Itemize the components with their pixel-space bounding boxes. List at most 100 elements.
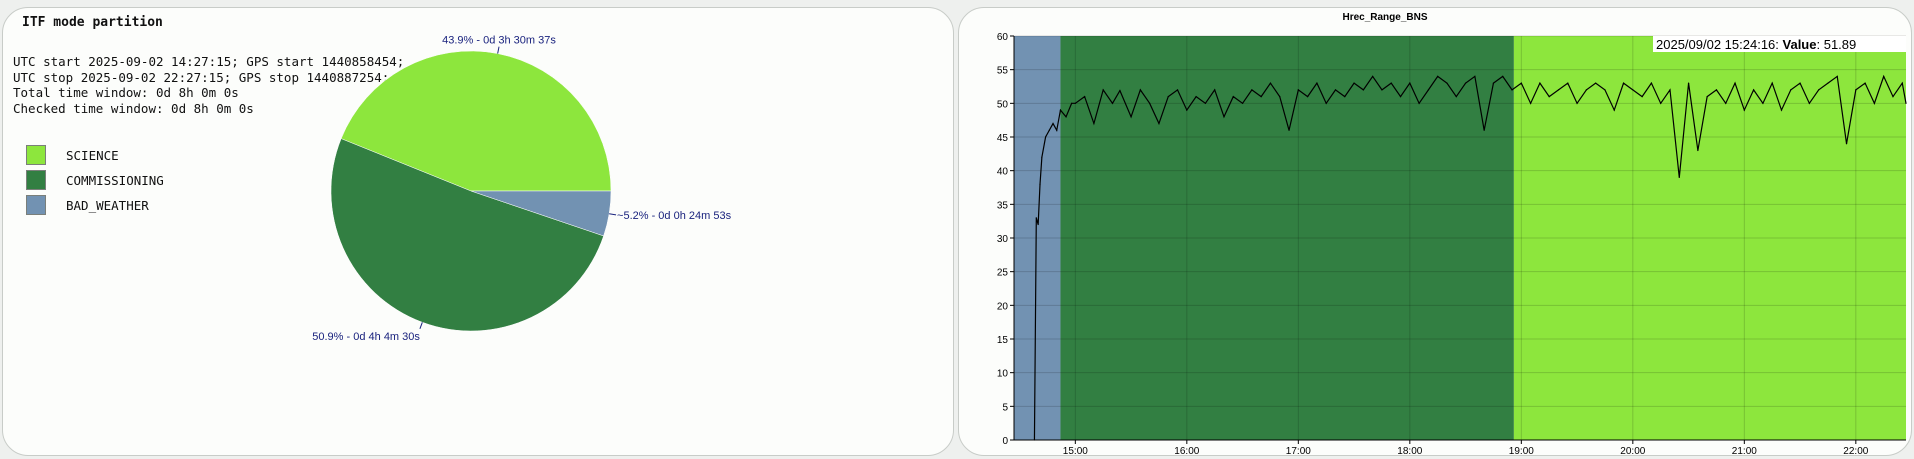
series-point <box>1905 102 1907 104</box>
series-point <box>1149 102 1151 104</box>
pie-label-commissioning: 50.9% - 0d 4h 4m 30s <box>312 331 420 343</box>
y-tick-label: 50 <box>997 99 1009 110</box>
series-point <box>1873 102 1876 104</box>
series-point <box>1836 75 1838 77</box>
x-tick-label: 16:00 <box>1174 446 1199 455</box>
series-point <box>1390 82 1392 84</box>
series-point <box>1102 89 1104 91</box>
series-point <box>1734 82 1736 84</box>
series-point <box>1743 109 1745 111</box>
series-point <box>1111 102 1114 104</box>
series-point <box>1059 109 1062 111</box>
series-point <box>1437 75 1439 77</box>
x-tick-label: 17:00 <box>1286 446 1311 455</box>
series-point <box>1035 217 1037 219</box>
total-window-line: Total time window: 0d 8h 0m 0s <box>13 85 239 100</box>
series-point <box>1048 129 1050 131</box>
series-point <box>1130 116 1132 118</box>
y-tick-label: 15 <box>997 335 1009 346</box>
series-point <box>1279 96 1281 98</box>
pie-panel: ITF mode partition UTC start 2025-09-02 … <box>2 7 954 456</box>
series-point <box>1344 96 1346 98</box>
series-point <box>1827 82 1829 84</box>
legend-swatch-commissioning <box>26 170 46 190</box>
chart-title: Hrec_Range_BNS <box>1342 12 1427 23</box>
series-point <box>1715 89 1718 91</box>
pie-slice-science <box>340 50 612 192</box>
series-point <box>1418 102 1420 104</box>
legend-label-bad-weather: BAD_WEATHER <box>66 198 149 213</box>
series-point <box>1650 82 1653 84</box>
series-point <box>1071 102 1073 104</box>
series-point <box>1223 116 1225 118</box>
series-point <box>1260 96 1262 98</box>
series-point <box>1613 109 1615 111</box>
series-point <box>1539 82 1541 84</box>
series-point <box>1241 102 1244 104</box>
series-point <box>1845 143 1848 145</box>
utc-start-line: UTC start 2025-09-02 14:27:15; GPS start… <box>13 54 405 69</box>
series-point <box>1780 109 1783 111</box>
series-point <box>1093 122 1095 125</box>
legend-swatch-science <box>26 145 46 165</box>
y-tick-label: 55 <box>997 66 1009 77</box>
pie-label-bad-weather: ~5.2% - 0d 0h 24m 53s <box>617 210 732 222</box>
series-point <box>1307 96 1309 98</box>
series-point <box>1567 82 1569 84</box>
tooltip-box <box>1653 36 1906 52</box>
x-tick-label: 22:00 <box>1843 446 1868 455</box>
pie-label-science: 43.9% - 0d 3h 30m 37s <box>442 35 556 47</box>
series-point <box>1158 122 1160 125</box>
x-tick-label: 20:00 <box>1620 446 1645 455</box>
y-tick-label: 25 <box>997 268 1009 279</box>
y-tick-label: 30 <box>997 234 1009 245</box>
series-point <box>1864 82 1866 84</box>
series-point <box>1585 89 1587 91</box>
y-tick-label: 10 <box>997 369 1009 380</box>
series-point <box>1316 82 1318 84</box>
series-point <box>1576 102 1578 104</box>
series-point <box>1660 102 1662 104</box>
tooltip-text: 2025/09/02 15:24:16: Value: 51.89 <box>1656 37 1856 52</box>
series-point <box>1167 96 1169 98</box>
series-point <box>1204 102 1207 104</box>
series-point <box>1632 89 1634 91</box>
series-point <box>1892 96 1894 98</box>
y-tick-label: 40 <box>997 167 1009 178</box>
series-point <box>1557 89 1560 91</box>
series-point <box>1883 75 1885 77</box>
x-tick-label: 18:00 <box>1397 446 1422 455</box>
series-point <box>1697 149 1699 152</box>
series-point <box>1065 116 1067 118</box>
series-point <box>1483 129 1485 131</box>
series-point <box>1334 89 1337 91</box>
series-point <box>1725 102 1727 104</box>
pie-leader-science <box>497 46 500 54</box>
tooltip-value: : 51.89 <box>1816 37 1856 52</box>
series-point <box>1530 102 1532 104</box>
x-tick-label: 21:00 <box>1732 446 1757 455</box>
series-point <box>1288 129 1290 131</box>
series-point <box>1297 89 1299 91</box>
series-point <box>1186 109 1188 111</box>
tooltip-key: Value <box>1783 37 1817 52</box>
series-point <box>1176 89 1179 91</box>
y-tick-label: 45 <box>997 133 1009 144</box>
series-point <box>1381 89 1383 91</box>
x-tick-label: 19:00 <box>1509 446 1534 455</box>
series-point <box>1706 96 1708 98</box>
series-point <box>1041 156 1043 158</box>
series-point <box>1502 75 1504 77</box>
series-point <box>1455 96 1457 98</box>
y-tick-label: 0 <box>1002 436 1008 447</box>
legend-label-science: SCIENCE <box>66 148 119 163</box>
series-point <box>1195 96 1197 98</box>
pie-title: ITF mode partition <box>22 15 163 30</box>
series-point <box>1595 82 1597 84</box>
series-point <box>1056 129 1058 131</box>
series-point <box>1325 102 1327 104</box>
series-point <box>1139 89 1141 91</box>
series-point <box>1084 96 1086 98</box>
series-point <box>1232 96 1234 98</box>
tooltip-date: 2025/09/02 15:24:16: <box>1656 37 1783 52</box>
